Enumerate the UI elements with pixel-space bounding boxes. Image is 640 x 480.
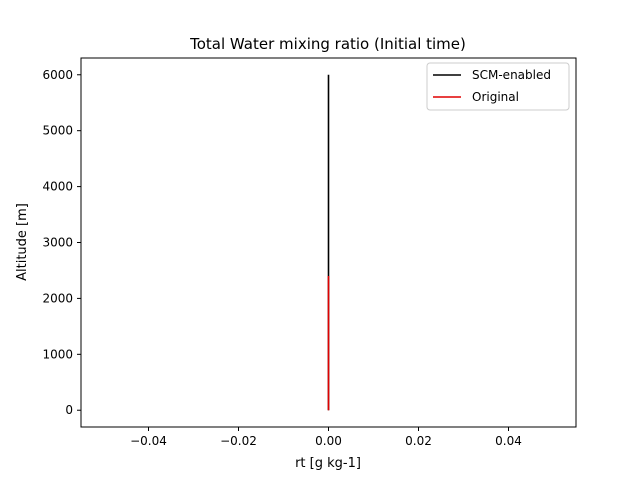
legend-entry-label: SCM-enabled xyxy=(472,68,551,82)
x-axis-label: rt [g kg-1] xyxy=(295,456,361,471)
x-tick-label: 0.02 xyxy=(405,434,432,448)
y-tick-label: 4000 xyxy=(42,180,73,194)
x-tick-label: 0.04 xyxy=(495,434,522,448)
x-tick-label: −0.02 xyxy=(220,434,257,448)
y-tick-label: 5000 xyxy=(42,124,73,138)
legend-box xyxy=(426,62,570,111)
y-tick-label: 1000 xyxy=(42,347,73,361)
chart-title-group: Total Water mixing ratio (Initial time) xyxy=(189,35,466,53)
legend: SCM-enabled Original xyxy=(426,62,570,111)
y-tick-label: 2000 xyxy=(42,291,73,305)
x-axis-ticks: −0.04 −0.02 0.00 0.02 0.04 xyxy=(130,427,522,448)
chart-title: Total Water mixing ratio (Initial time) xyxy=(189,35,466,53)
legend-entry-label: Original xyxy=(472,90,519,104)
y-axis-label: Altitude [m] xyxy=(15,203,30,281)
y-tick-label: 3000 xyxy=(42,236,73,250)
x-tick-label: 0.00 xyxy=(315,434,342,448)
y-axis-ticks: 0 1000 2000 3000 4000 5000 6000 xyxy=(42,68,81,417)
y-tick-label: 0 xyxy=(65,403,73,417)
x-tick-label: −0.04 xyxy=(130,434,167,448)
y-tick-label: 6000 xyxy=(42,68,73,82)
